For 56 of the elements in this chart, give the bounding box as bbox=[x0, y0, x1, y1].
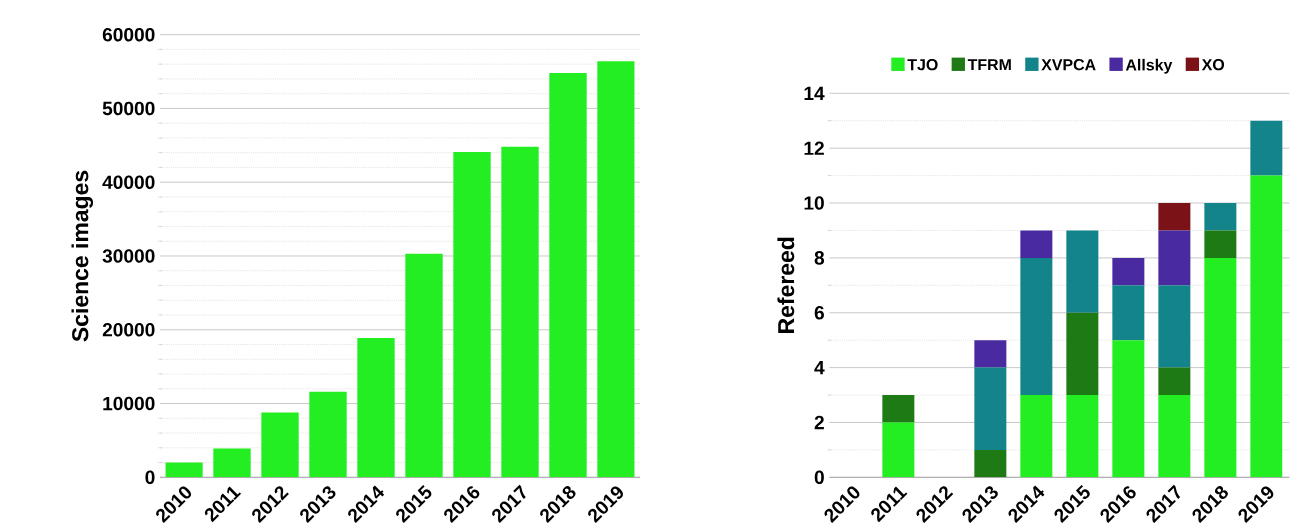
bar bbox=[357, 337, 395, 478]
legend-label: TJO bbox=[907, 59, 938, 71]
bar bbox=[1112, 285, 1145, 341]
y-tick-label: 14 bbox=[804, 86, 825, 100]
y-tick-label: 12 bbox=[804, 141, 824, 155]
bar bbox=[1158, 395, 1191, 478]
y-tick-label: 60000 bbox=[102, 27, 155, 42]
bar bbox=[1158, 285, 1191, 368]
bar bbox=[1020, 230, 1053, 258]
bar bbox=[1066, 312, 1099, 396]
y-tick-label: 2 bbox=[814, 415, 824, 430]
bar bbox=[1066, 230, 1099, 313]
bar bbox=[1158, 367, 1191, 396]
y-tick-label: 30000 bbox=[102, 249, 155, 263]
y-axis-title: Refereed bbox=[777, 237, 795, 333]
bar bbox=[165, 462, 203, 478]
bar bbox=[974, 449, 1007, 478]
legend-label: XO bbox=[1201, 59, 1225, 71]
y-tick-label: 10000 bbox=[103, 396, 155, 411]
bar bbox=[882, 395, 915, 423]
bar bbox=[974, 340, 1007, 368]
bar bbox=[1250, 120, 1283, 176]
legend-label: Allsky bbox=[1125, 58, 1173, 74]
y-tick-label: 0 bbox=[145, 470, 155, 485]
bar bbox=[974, 367, 1007, 450]
bar bbox=[309, 391, 347, 478]
bar bbox=[1204, 230, 1237, 258]
bar bbox=[1020, 257, 1053, 396]
y-tick-label: 0 bbox=[814, 470, 824, 485]
bar bbox=[597, 61, 635, 478]
bar bbox=[261, 412, 299, 478]
y-tick-label: 6 bbox=[814, 306, 824, 320]
y-tick-label: 40000 bbox=[102, 175, 155, 190]
bar bbox=[1158, 230, 1191, 286]
bar bbox=[1158, 203, 1191, 231]
bar bbox=[501, 146, 539, 478]
bar bbox=[1204, 203, 1237, 231]
bar bbox=[453, 152, 491, 478]
bar bbox=[1020, 395, 1053, 478]
y-tick-label: 8 bbox=[814, 251, 825, 265]
bar bbox=[1250, 175, 1283, 478]
y-axis-title: Science images bbox=[71, 170, 94, 342]
legend-label: TFRM bbox=[967, 59, 1011, 71]
y-tick-label: 4 bbox=[814, 361, 825, 375]
bar bbox=[1204, 257, 1237, 478]
bar bbox=[213, 448, 251, 478]
bar bbox=[405, 253, 443, 478]
bar bbox=[549, 73, 587, 478]
bar bbox=[1066, 395, 1099, 478]
bar bbox=[1112, 340, 1145, 478]
bar bbox=[1112, 257, 1145, 286]
legend-label: XVPCA bbox=[1041, 59, 1096, 71]
y-tick-label: 20000 bbox=[102, 323, 155, 337]
bar bbox=[882, 422, 915, 478]
y-tick-label: 50000 bbox=[102, 101, 155, 116]
y-tick-label: 10 bbox=[804, 196, 824, 210]
